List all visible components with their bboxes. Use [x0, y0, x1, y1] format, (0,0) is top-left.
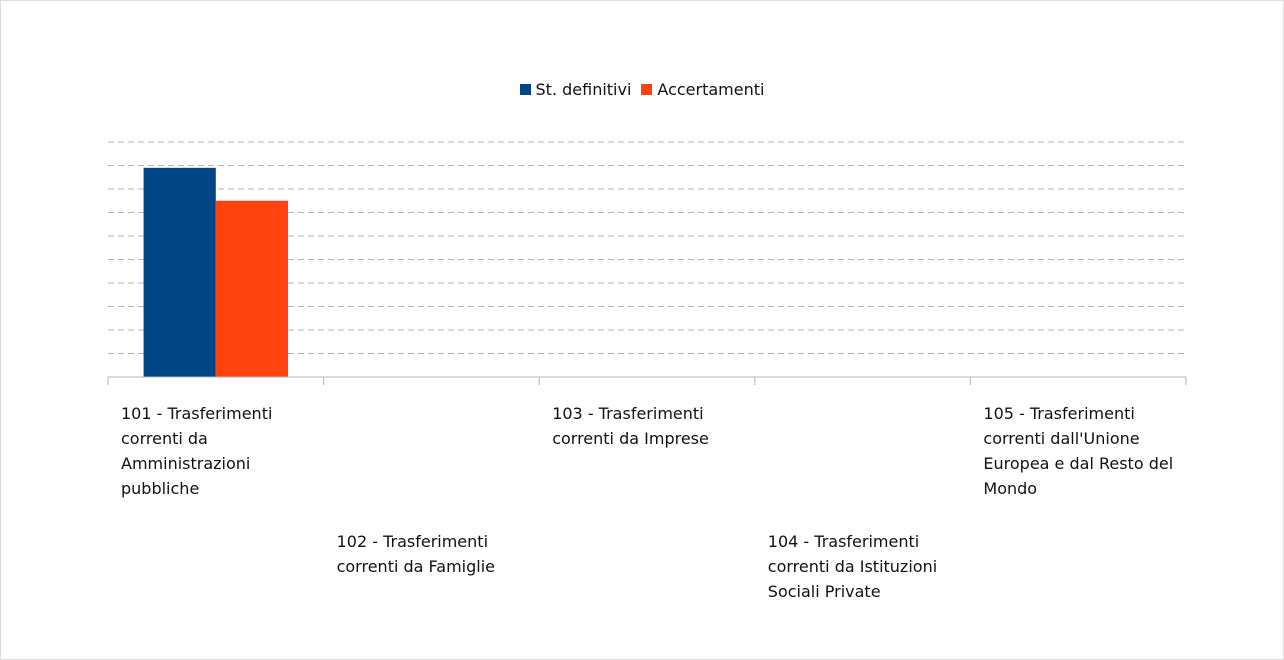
x-tick-label: 103 - Trasferimenti correnti da Imprese: [552, 404, 709, 448]
bar: [215, 200, 289, 377]
x-tick-label: 105 - Trasferimenti correnti dall'Unione…: [983, 404, 1174, 498]
legend-swatch: [519, 84, 531, 95]
legend-item: Accertamenti: [641, 80, 764, 99]
x-tick-label: 104 - Trasferimenti correnti da Istituzi…: [767, 532, 938, 601]
legend-label: St. definitivi: [535, 80, 632, 99]
bar: [143, 167, 216, 377]
legend-label: Accertamenti: [657, 80, 765, 99]
legend-item: St. definitivi: [519, 80, 632, 99]
x-tick-label: 102 - Trasferimenti correnti da Famiglie: [336, 532, 495, 576]
legend: St. definitivi Accertamenti: [1, 80, 1283, 99]
legend-swatch: [641, 84, 653, 95]
x-tick-label: 101 - Trasferimenti correnti da Amminist…: [121, 404, 273, 498]
